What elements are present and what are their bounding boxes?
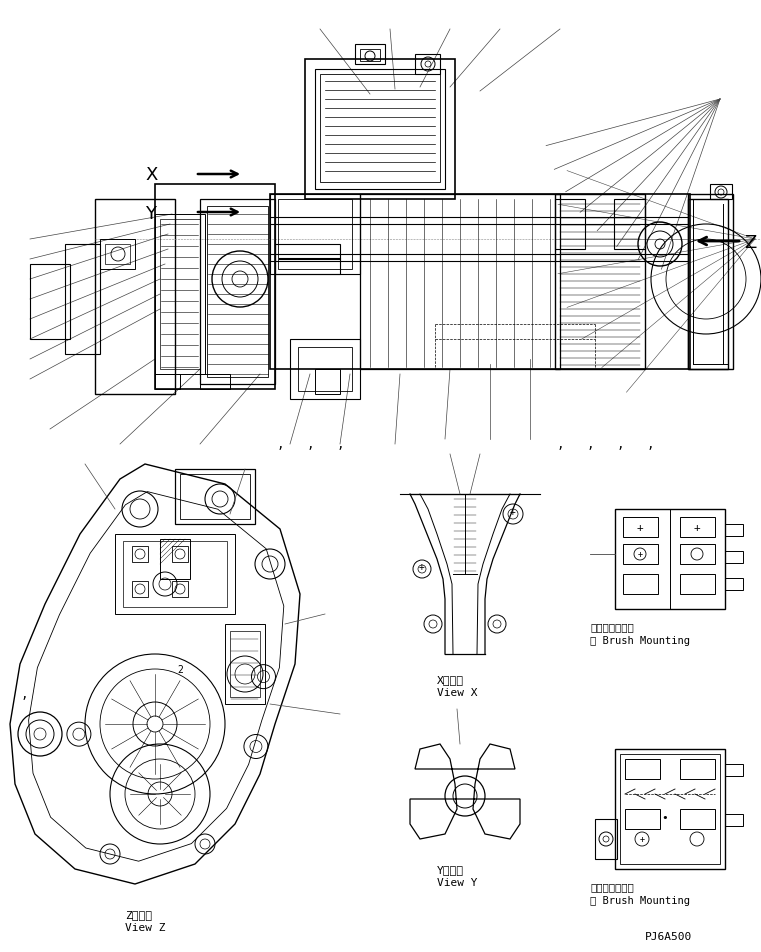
Bar <box>315 69 445 189</box>
Bar <box>623 574 658 594</box>
Text: +: + <box>639 835 645 843</box>
Text: ,: , <box>586 438 594 450</box>
Text: View Y: View Y <box>437 877 477 887</box>
Bar <box>725 551 743 564</box>
Bar <box>105 245 130 265</box>
Text: ,: , <box>556 438 564 450</box>
Bar <box>172 582 188 597</box>
Bar <box>315 369 340 394</box>
Text: +: + <box>638 550 642 559</box>
Text: ②ブラシ取付法: ②ブラシ取付法 <box>590 881 634 891</box>
Bar <box>270 195 360 275</box>
Text: ①ブラシ取付法: ①ブラシ取付法 <box>590 622 634 631</box>
Text: Z　　視: Z 視 <box>125 909 152 919</box>
Bar <box>200 200 275 385</box>
Bar <box>693 200 728 365</box>
Bar <box>30 265 70 340</box>
Bar <box>680 518 715 538</box>
Bar <box>615 509 725 609</box>
Text: +: + <box>693 523 700 532</box>
Text: View X: View X <box>437 687 477 697</box>
Text: X: X <box>145 166 158 184</box>
Bar <box>155 215 205 374</box>
Bar <box>680 545 715 565</box>
Bar <box>625 759 660 779</box>
Text: Z: Z <box>744 234 756 251</box>
Bar <box>725 525 743 536</box>
Text: ,: , <box>20 687 27 701</box>
Bar <box>710 185 732 200</box>
Bar <box>230 631 260 697</box>
Bar <box>680 809 715 829</box>
Bar <box>115 534 235 614</box>
Bar <box>100 240 135 269</box>
Bar <box>555 195 645 369</box>
Text: ,: , <box>276 438 284 450</box>
Bar <box>555 200 585 249</box>
Bar <box>725 764 743 776</box>
Bar <box>175 469 255 525</box>
Bar <box>95 200 175 394</box>
Text: +: + <box>637 523 643 532</box>
Text: +: + <box>510 506 516 516</box>
Text: ,: , <box>336 438 344 450</box>
Bar <box>207 207 268 378</box>
Bar <box>172 546 188 563</box>
Bar <box>680 574 715 594</box>
Bar <box>132 582 148 597</box>
Text: Y: Y <box>145 205 156 223</box>
Text: +: + <box>419 562 425 571</box>
Bar <box>200 374 230 389</box>
Bar <box>275 245 340 275</box>
Bar <box>620 754 720 864</box>
Bar <box>180 474 250 520</box>
Bar <box>415 55 440 75</box>
Bar <box>688 195 733 369</box>
Bar <box>270 195 690 369</box>
Bar <box>680 759 715 779</box>
Bar <box>623 518 658 538</box>
Text: PJ6A500: PJ6A500 <box>645 931 693 941</box>
Bar <box>725 814 743 826</box>
Text: ① Brush Mounting: ① Brush Mounting <box>590 635 690 645</box>
Text: X　　視: X 視 <box>437 674 464 684</box>
Bar <box>615 749 725 869</box>
Bar <box>725 579 743 590</box>
Text: •: • <box>661 812 668 823</box>
Text: Y　　視: Y 視 <box>437 864 464 874</box>
Text: 2: 2 <box>177 664 183 674</box>
Bar <box>123 542 227 607</box>
Bar <box>160 540 190 580</box>
Bar <box>320 75 440 183</box>
Bar <box>278 200 352 269</box>
Bar <box>290 340 360 400</box>
Text: ,: , <box>616 438 624 450</box>
Bar <box>688 200 728 369</box>
Bar <box>65 245 100 355</box>
Bar <box>360 50 380 62</box>
Text: ,: , <box>306 438 314 450</box>
Bar <box>298 347 352 391</box>
Bar <box>595 819 617 859</box>
Bar <box>614 200 645 249</box>
Bar <box>155 374 180 389</box>
Bar <box>623 545 658 565</box>
Bar <box>225 625 265 704</box>
Bar <box>160 220 200 369</box>
Bar <box>360 195 560 369</box>
Bar <box>132 546 148 563</box>
Bar <box>625 809 660 829</box>
Text: View Z: View Z <box>125 922 165 932</box>
Bar <box>355 45 385 65</box>
Bar <box>155 185 275 389</box>
Bar <box>305 60 455 200</box>
Text: ② Brush Mounting: ② Brush Mounting <box>590 895 690 905</box>
Text: ,: , <box>646 438 654 450</box>
